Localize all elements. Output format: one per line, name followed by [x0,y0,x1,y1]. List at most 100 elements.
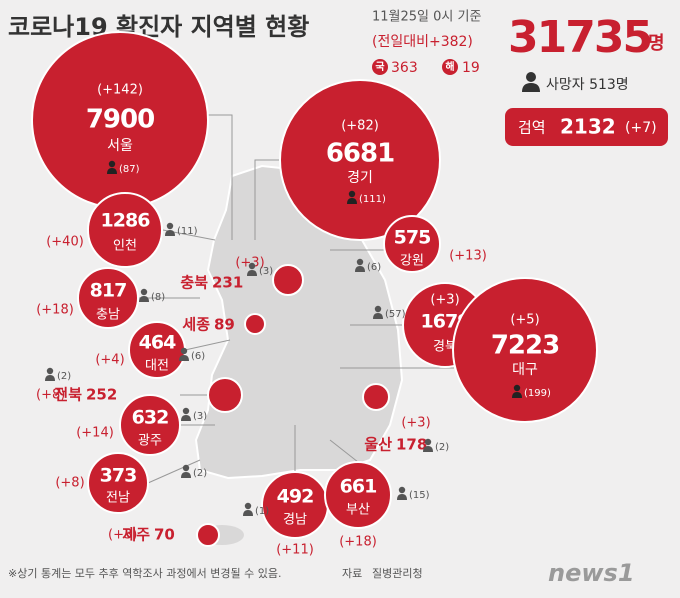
person-icon-head [513,384,521,392]
region-change: (+8) [55,476,84,491]
region-count: 575 [394,227,431,249]
overseas-count: 19 [462,60,480,76]
region-change: (+5) [510,313,539,328]
region-name: 대전 [145,359,169,374]
region-count: 89 [214,316,235,334]
region-change: (+4) [95,353,124,368]
person-icon-head [180,347,188,355]
region-deaths: (6) [367,262,381,273]
region-deaths: (2) [57,371,71,382]
region-bubble [196,523,220,547]
region: 464 대전 (+4) (6) [95,321,205,379]
person-icon-head [424,438,432,446]
region-name: 강원 [400,254,424,269]
region: 492 경남 (+11) (1) [243,471,329,558]
region-name: 전남 [106,491,130,506]
region-deaths: (199) [524,388,551,399]
region-bubble [87,192,163,268]
person-icon-body [165,230,175,236]
region-count: 373 [100,465,137,487]
quarantine-label: 검역 [518,119,546,137]
person-icon-body [107,168,117,174]
region-name: 부산 [346,503,370,518]
region-deaths: (87) [119,164,140,175]
region-bubble [87,452,149,514]
total-deaths: 사망자 513명 [546,77,629,93]
region-change: (+18) [339,535,377,550]
date: 11월25일 0시 기준 [372,10,481,25]
region-count: 70 [154,526,175,544]
region-deaths: (6) [191,351,205,362]
region-name: 충남 [96,308,120,323]
region-name: 제주 [122,526,150,544]
region: 7900 서울 (+142) (87) [31,31,209,209]
person-icon-body [181,472,191,478]
region-change: (+8) [36,388,65,403]
region-name: 광주 [138,434,162,449]
region-name: 인천 [113,239,137,254]
person-icon-body [179,355,189,361]
region-name: 세종 [182,316,210,334]
region-change: (+82) [341,119,379,134]
region-deaths: (3) [193,411,207,422]
region-count: 817 [90,280,127,302]
person-icon-head [108,160,116,168]
person-icon-head [140,288,148,296]
region-bubble [279,79,441,241]
person-icon-head [46,367,54,375]
person-icon-body [512,392,522,398]
source: 질병관리청 [372,567,423,580]
person-icon-head [182,407,190,415]
region-change: (+14) [76,426,114,441]
region-bubble [452,277,598,423]
person-icon-body [397,494,407,500]
region: 575 강원 (+13) (6) [355,215,487,273]
region-count: 7900 [86,105,154,135]
region: 1286 인천 (+40) (11) [46,192,198,268]
region: 632 광주 (+14) (3) [76,394,207,456]
total-count: 31735 [508,12,651,63]
region: 제주 70 (+3) [108,523,220,547]
overseas-label: 해 [445,60,454,73]
region-bubble [362,383,390,411]
region-deaths: (8) [151,292,165,303]
region-deaths: (111) [359,194,386,205]
source-label: 자료 [342,567,362,580]
region-change: (+3) [108,528,137,543]
region-deaths: (15) [409,490,430,501]
region-deaths: (2) [435,442,449,453]
region-bubble [207,377,243,413]
quarantine-count: 2132 [560,115,616,139]
domestic-count: 363 [391,60,418,76]
person-icon-head [356,258,364,266]
footnote: ※상기 통계는 모두 추후 역학조사 과정에서 변경될 수 있음. [8,566,281,580]
region-deaths: (2) [193,468,207,479]
person-icon-head [166,222,174,230]
person-icon-body [373,313,383,319]
person-icon-head [398,486,406,494]
region: 661 부산 (+18) (15) [324,461,430,550]
person-icon-head [244,502,252,510]
region-count: 231 [212,274,243,292]
person-icon-body [45,375,55,381]
region-bubble [244,313,266,335]
region-name: 충북 [180,274,208,292]
region-change: (+40) [46,235,84,250]
overseas-badge [442,59,458,75]
region-change: (+13) [449,249,487,264]
region-bubble [119,394,181,456]
logo: news1 [548,559,635,587]
person-icon-body [423,446,433,452]
person-icon-body [139,296,149,302]
region: 전북 252 (+8) (2) [36,367,243,413]
total-unit: 명 [648,33,665,54]
region-bubble [383,215,441,273]
quarantine-change: (+7) [625,120,657,136]
region-change: (+3) [235,256,264,271]
region-change: (+18) [36,303,74,318]
domestic-badge [372,59,388,75]
